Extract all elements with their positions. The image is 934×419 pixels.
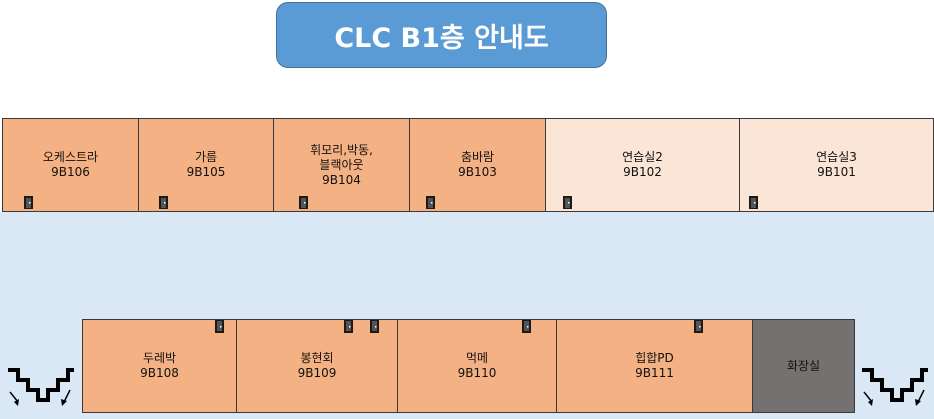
room-9b108[interactable]: 두레박 9B108 xyxy=(82,319,237,413)
room-9b103[interactable]: 춤바람 9B103 xyxy=(409,118,546,212)
door-icon xyxy=(563,196,572,209)
door-icon xyxy=(24,196,33,209)
door-icon xyxy=(522,320,531,333)
door-icon xyxy=(749,196,758,209)
room-name: 가름 xyxy=(194,150,218,164)
room-9b109[interactable]: 봉현회 9B109 xyxy=(236,319,398,413)
room-name: 춤바람 xyxy=(460,150,495,164)
stairs-icon xyxy=(8,368,74,406)
room-name: 화장실 xyxy=(786,358,821,373)
room-name: 연습실3 xyxy=(816,150,857,164)
door-icon xyxy=(159,196,168,209)
door-icon xyxy=(344,320,353,333)
room-name: 두레박 xyxy=(142,351,177,365)
room-code: 9B103 xyxy=(458,165,497,179)
stairs-icon xyxy=(862,368,928,406)
room-name: 오케스트라 xyxy=(42,150,99,164)
door-icon xyxy=(299,196,308,209)
room-code: 9B105 xyxy=(186,165,226,179)
room-code: 9B108 xyxy=(140,366,179,380)
room-name: 힙합PD xyxy=(635,351,674,365)
room-9b106[interactable]: 오케스트라 9B106 xyxy=(2,118,139,212)
room-name: 휘모리,박동, 블랙아웃 xyxy=(310,142,373,172)
door-icon xyxy=(426,196,435,209)
room-code: 9B109 xyxy=(297,366,337,380)
room-9b102[interactable]: 연습실2 9B102 xyxy=(545,118,740,212)
room-restroom[interactable]: 화장실 xyxy=(752,319,855,413)
page-title: CLC B1층 안내도 xyxy=(276,2,607,68)
room-name: 먹메 xyxy=(465,351,489,365)
room-code: 9B101 xyxy=(817,165,856,179)
room-9b110[interactable]: 먹메 9B110 xyxy=(397,319,557,413)
room-code: 9B106 xyxy=(51,165,90,179)
room-code: 9B102 xyxy=(623,165,662,179)
room-code: 9B104 xyxy=(322,172,361,187)
room-name: 봉현회 xyxy=(300,351,334,365)
room-name: 연습실2 xyxy=(622,150,663,164)
door-icon xyxy=(215,320,224,333)
room-code: 9B111 xyxy=(635,366,674,380)
door-icon xyxy=(694,320,703,333)
door-icon xyxy=(370,320,379,333)
room-9b104[interactable]: 휘모리,박동, 블랙아웃 9B104 xyxy=(273,118,410,212)
room-code: 9B110 xyxy=(457,366,497,380)
room-9b111[interactable]: 힙합PD 9B111 xyxy=(556,319,753,413)
room-9b101[interactable]: 연습실3 9B101 xyxy=(739,118,934,212)
